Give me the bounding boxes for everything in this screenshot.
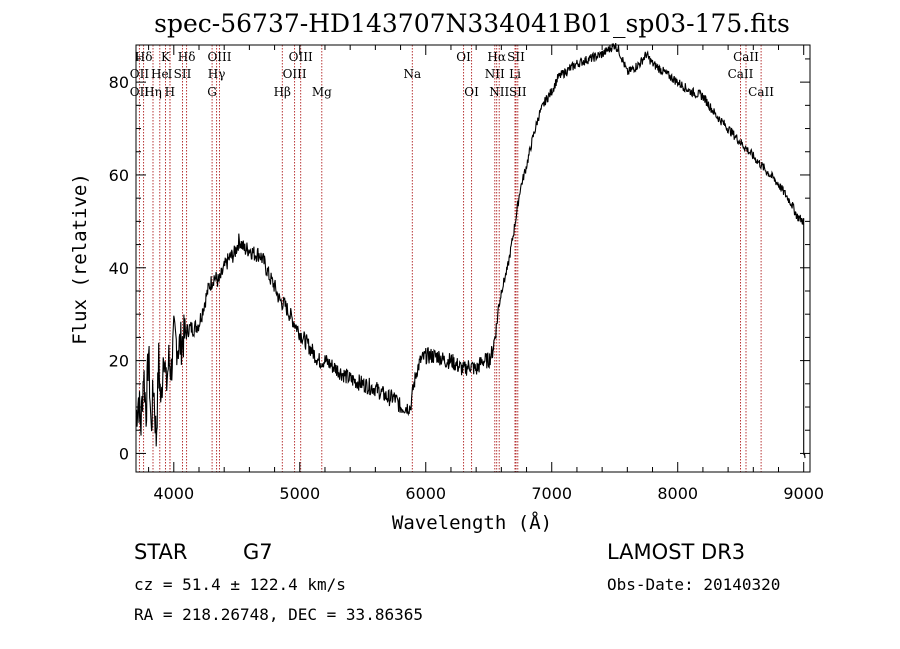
plot-frame — [135, 44, 811, 473]
line-label: Li — [509, 67, 521, 81]
line-label: Hδ — [178, 50, 196, 64]
x-tick-label: 7000 — [531, 484, 572, 503]
x-axis-ticks: 4000 5000 6000 7000 8000 9000 — [148, 45, 824, 503]
line-label: G — [207, 85, 217, 99]
line-label: CaII — [748, 85, 774, 99]
line-label: OI — [464, 85, 479, 99]
chart-title: spec-56737-HD143707N334041B01_sp03-175.f… — [154, 9, 790, 38]
line-label: OIII — [207, 50, 231, 64]
spectral-line-markers — [138, 45, 762, 472]
x-tick-label: 4000 — [153, 484, 194, 503]
survey-name: LAMOST DR3 — [607, 540, 745, 564]
spectrum-series-line — [135, 42, 806, 459]
line-label: OI — [456, 50, 471, 64]
line-label: OII — [130, 67, 150, 81]
ra-dec: RA = 218.26748, DEC = 33.86365 — [134, 605, 423, 624]
x-tick-label: 8000 — [657, 484, 698, 503]
object-subclass: G7 — [243, 540, 273, 564]
line-label: He — [151, 67, 169, 81]
line-label: OIII — [283, 67, 307, 81]
line-label: SII — [507, 50, 525, 64]
line-label: I — [168, 67, 173, 81]
y-tick-label: 60 — [109, 166, 129, 185]
line-label: CaII — [733, 50, 759, 64]
x-tick-label: 5000 — [279, 484, 320, 503]
line-label: NII — [489, 85, 509, 99]
y-axis-ticks: 0 20 40 60 80 — [109, 58, 810, 463]
line-label: H — [165, 85, 175, 99]
line-label: SII — [174, 67, 192, 81]
line-label: Hδ — [135, 50, 153, 64]
line-label: OII — [130, 85, 150, 99]
x-axis-label: Wavelength (Å) — [392, 511, 552, 534]
y-tick-label: 40 — [109, 259, 129, 278]
line-label: SII — [509, 85, 527, 99]
line-label: Hα — [487, 50, 506, 64]
line-label: CaII — [728, 67, 754, 81]
y-axis-label: Flux (relative) — [69, 173, 91, 345]
line-label: Hη — [144, 85, 162, 99]
obs-date: Obs-Date: 20140320 — [607, 575, 780, 594]
x-tick-label: 9000 — [783, 484, 824, 503]
redshift-cz: cz = 51.4 ± 122.4 km/s — [134, 575, 346, 594]
line-label: NII — [485, 67, 505, 81]
line-label: Na — [403, 67, 421, 81]
x-tick-label: 6000 — [405, 484, 446, 503]
y-tick-label: 20 — [109, 352, 129, 371]
line-label: K — [161, 50, 171, 64]
line-label: Hβ — [274, 85, 291, 99]
line-label: OIII — [289, 50, 313, 64]
line-label: Hγ — [208, 67, 226, 81]
object-class: STAR — [134, 540, 187, 564]
y-tick-label: 0 — [119, 444, 129, 463]
y-tick-label: 80 — [109, 73, 129, 92]
line-label: Mg — [312, 85, 332, 99]
